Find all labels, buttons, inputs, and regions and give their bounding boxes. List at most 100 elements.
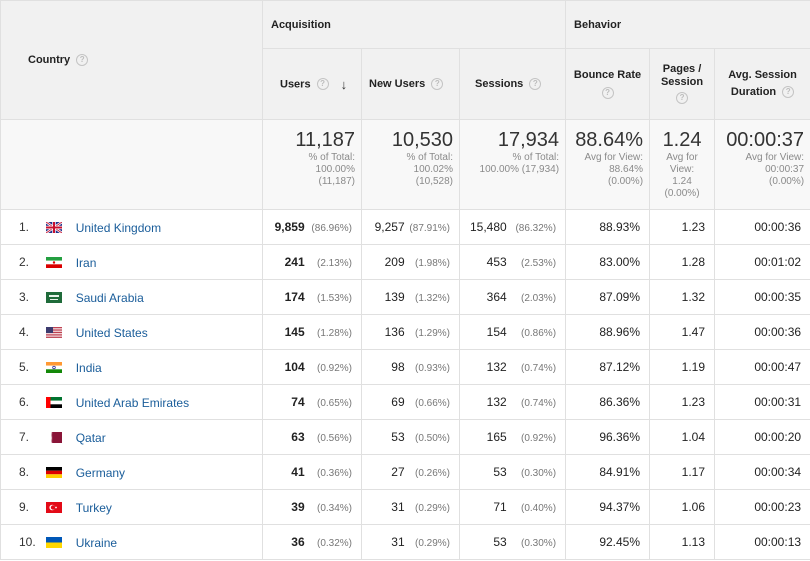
pages-session-cell: 1.04 — [649, 419, 716, 455]
sessions-value: 154 — [486, 325, 507, 339]
country-link[interactable]: Qatar — [75, 430, 106, 445]
country-cell: 4. United States — [0, 314, 263, 350]
help-icon[interactable]: ? — [601, 86, 614, 99]
avg-duration-value: 00:00:23 — [754, 500, 802, 514]
bounce-rate-value: 87.09% — [599, 290, 641, 304]
pages-session-value: 1.32 — [681, 290, 706, 304]
sessions-cell: 53 (0.30%) — [458, 524, 567, 560]
users-cell: 145 (1.28%) — [262, 314, 362, 350]
bounce-rate-cell: 86.36% — [565, 384, 651, 420]
table-row: 4. United States 145 (1.28%) 136 (1.29%)… — [0, 314, 810, 350]
users-value: 63 — [291, 430, 305, 444]
bounce-rate-header-label: Bounce Rate — [573, 69, 642, 82]
new-users-cell: 27 (0.26%) — [361, 454, 460, 490]
total-bounce-rate-value: 88.64% — [575, 129, 644, 151]
bounce-rate-column-header[interactable]: Bounce Rate ? — [565, 48, 651, 120]
country-link[interactable]: Turkey — [75, 500, 112, 515]
bounce-rate-cell: 94.37% — [565, 489, 651, 525]
country-cell: 3. Saudi Arabia — [0, 279, 263, 315]
country-cell: 9. Turkey — [0, 489, 263, 525]
behavior-group-header: Behavior — [565, 0, 810, 49]
pages-session-value: 1.04 — [681, 430, 706, 444]
sessions-cell: 53 (0.30%) — [458, 454, 567, 490]
new-users-cell: 53 (0.50%) — [361, 419, 460, 455]
sessions-cell: 154 (0.86%) — [458, 314, 567, 350]
new-users-cell: 139 (1.32%) — [361, 279, 460, 315]
avg-duration-cell: 00:00:20 — [714, 419, 810, 455]
avg-session-duration-column-header[interactable]: Avg. Session Duration? — [714, 48, 810, 120]
total-sessions-pct: 100.00% (17,934) — [479, 164, 560, 175]
users-pct: (1.53%) — [316, 293, 352, 304]
help-icon[interactable]: ? — [431, 78, 444, 91]
avg-session-label-2: Duration — [730, 86, 777, 98]
pages-session-cell: 1.17 — [649, 454, 716, 490]
sessions-column-header[interactable]: Sessions? — [458, 48, 567, 120]
help-icon[interactable]: ? — [676, 92, 689, 105]
country-link[interactable]: United Kingdom — [75, 220, 162, 235]
new-users-header-label: New Users — [369, 77, 426, 90]
new-users-value: 98 — [391, 360, 405, 374]
new-users-pct: (1.98%) — [414, 258, 450, 269]
pages-session-column-header[interactable]: Pages / Session ? — [649, 48, 716, 120]
users-pct: (0.34%) — [316, 503, 352, 514]
total-duration-value: 00:00:37 — [726, 129, 805, 151]
total-duration-caption: Avg for View: — [745, 152, 805, 163]
avg-duration-value: 00:00:34 — [754, 465, 802, 479]
new-users-pct: (0.29%) — [414, 538, 450, 549]
new-users-value: 27 — [391, 465, 405, 479]
data-rows: 1. United Kingdom 9,859 (86.96%) 9,257 (… — [0, 209, 810, 560]
country-link[interactable]: United Arab Emirates — [75, 395, 190, 410]
pages-session-cell: 1.28 — [649, 244, 716, 280]
total-users-caption: % of Total: — [308, 152, 355, 163]
totals-label-cell — [0, 119, 263, 210]
new-users-value: 136 — [384, 325, 405, 339]
sort-descending-icon[interactable]: ↓ — [340, 76, 348, 92]
country-link[interactable]: Iran — [75, 255, 97, 270]
flag-gb-icon — [46, 221, 63, 233]
new-users-column-header[interactable]: New Users? — [361, 48, 460, 120]
help-icon[interactable]: ? — [76, 54, 89, 67]
country-column-header[interactable]: Country? — [0, 0, 263, 120]
sessions-value: 15,480 — [469, 220, 507, 234]
new-users-pct: (0.50%) — [414, 433, 450, 444]
country-link[interactable]: Saudi Arabia — [75, 290, 144, 305]
help-icon[interactable]: ? — [529, 78, 542, 91]
users-value: 145 — [284, 325, 305, 339]
help-icon[interactable]: ? — [316, 78, 329, 90]
sessions-pct: (2.53%) — [521, 258, 557, 269]
table-row: 9. Turkey 39 (0.34%) 31 (0.29%) 71 (0.40… — [0, 489, 810, 525]
new-users-cell: 98 (0.93%) — [361, 349, 460, 385]
sessions-cell: 132 (0.74%) — [458, 384, 567, 420]
country-link[interactable]: United States — [75, 325, 148, 340]
country-link[interactable]: India — [75, 360, 102, 375]
users-column-header[interactable]: Users? ↓ — [262, 48, 362, 120]
bounce-rate-cell: 96.36% — [565, 419, 651, 455]
country-cell: 6. United Arab Emirates — [0, 384, 263, 420]
table-row: 8. Germany 41 (0.36%) 27 (0.26%) 53 (0.3… — [0, 454, 810, 490]
avg-duration-value: 00:00:47 — [754, 360, 802, 374]
users-value: 74 — [291, 395, 305, 409]
new-users-cell: 31 (0.29%) — [361, 524, 460, 560]
pages-session-value: 1.19 — [681, 360, 706, 374]
row-index: 2. — [19, 254, 30, 269]
total-users-abs: (11,187) — [318, 176, 355, 187]
total-bounce-rate-caption: Avg for View: — [584, 152, 644, 163]
country-link[interactable]: Germany — [75, 465, 126, 480]
new-users-value: 53 — [391, 430, 405, 444]
table-row: 2. Iran 241 (2.13%) 209 (1.98%) 453 (2.5… — [0, 244, 810, 280]
total-sessions-caption: % of Total: — [512, 152, 560, 163]
total-pages-caption-1: Avg for — [666, 152, 698, 163]
flag-qa-icon — [46, 431, 63, 443]
totals-row: 11,187 % of Total: 100.00% (11,187) 10,5… — [0, 119, 810, 210]
sessions-cell: 453 (2.53%) — [458, 244, 567, 280]
new-users-cell: 136 (1.29%) — [361, 314, 460, 350]
bounce-rate-value: 88.96% — [599, 325, 641, 339]
country-link[interactable]: Ukraine — [75, 535, 118, 550]
total-duration-delta: (0.00%) — [769, 176, 805, 187]
users-pct: (0.36%) — [316, 468, 352, 479]
total-pages-delta: (0.00%) — [664, 188, 700, 199]
help-icon[interactable]: ? — [782, 86, 795, 99]
acquisition-label: Acquisition — [271, 18, 331, 31]
users-cell: 74 (0.65%) — [262, 384, 362, 420]
